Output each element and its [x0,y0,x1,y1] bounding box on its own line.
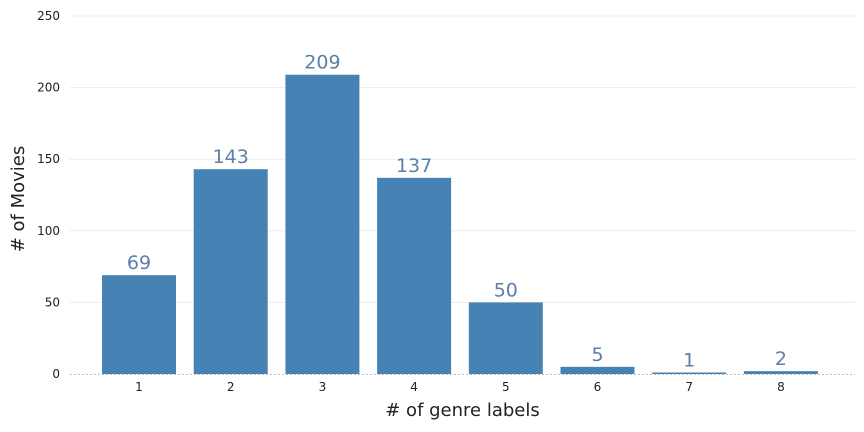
data-label: 1 [683,350,695,372]
data-label: 69 [127,252,151,274]
bar [652,372,727,374]
x-tick-label: 8 [777,380,785,394]
y-tick-label: 50 [45,295,60,309]
data-label: 143 [213,146,249,168]
y-tick-label: 150 [37,152,60,166]
data-label: 2 [775,348,787,370]
bar [285,74,360,374]
bars [102,74,818,374]
x-axis-title: # of genre labels [385,400,540,421]
x-tick-label: 1 [135,380,143,394]
y-tick-label: 200 [37,81,60,95]
x-tick-label: 6 [594,380,602,394]
y-tick-label: 0 [52,367,60,381]
y-tick-label: 250 [37,9,60,23]
bar [743,371,818,374]
x-tick-label: 5 [502,380,510,394]
x-tick-label: 2 [227,380,235,394]
x-tick-label: 4 [410,380,418,394]
bar [377,177,452,374]
gridlines [70,15,855,303]
bar [560,366,635,374]
y-axis-ticks: 0 50 100 150 200 250 [37,9,60,381]
y-axis-title: # of Movies [8,146,29,253]
data-label: 209 [304,52,340,74]
data-label: 5 [591,344,603,366]
x-tick-label: 7 [685,380,693,394]
data-labels: 69 143 209 137 50 5 1 2 [127,52,787,372]
x-tick-label: 3 [319,380,327,394]
bar [193,169,268,374]
bar [102,275,176,374]
x-axis-ticks: 1 2 3 4 5 6 7 8 [135,380,785,394]
data-label: 50 [494,279,518,301]
bar [468,302,543,374]
data-label: 137 [396,155,432,177]
y-tick-label: 100 [37,224,60,238]
